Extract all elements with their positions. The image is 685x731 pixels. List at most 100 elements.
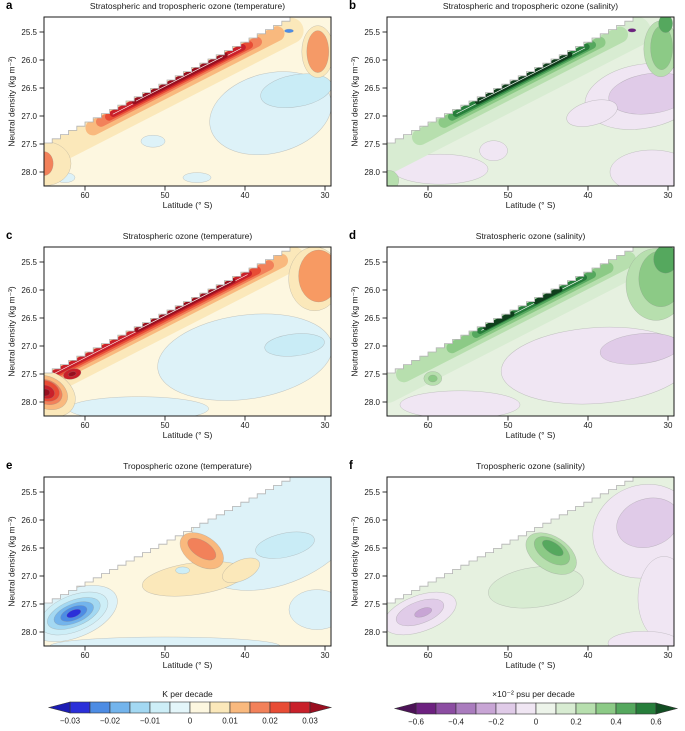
x-axis-label: Latitude (° S) [505,200,556,210]
svg-text:25.5: 25.5 [21,488,37,497]
svg-text:26.5: 26.5 [21,314,37,323]
x-axis-label: Latitude (° S) [162,430,213,440]
svg-text:0.01: 0.01 [222,717,238,726]
svg-text:27.0: 27.0 [21,342,37,351]
panel-e: e Tropospheric ozone (temperature) Neutr… [0,460,342,690]
svg-text:26.0: 26.0 [21,56,37,65]
svg-text:28.0: 28.0 [21,628,37,637]
svg-text:28.0: 28.0 [364,398,380,407]
contour-plot-a: 60 50 40 30 25.5 26.0 26.5 27.0 27.5 28.0 [21,16,332,200]
panel-title-e: Tropospheric ozone (temperature) [123,461,252,471]
svg-text:60: 60 [424,651,433,660]
svg-text:26.0: 26.0 [364,56,380,65]
y-axis-label: Neutral density (kg m⁻³) [6,56,17,147]
svg-text:40: 40 [584,421,593,430]
svg-text:50: 50 [161,421,170,430]
svg-text:27.0: 27.0 [21,572,37,581]
svg-text:30: 30 [664,651,673,660]
svg-text:25.5: 25.5 [21,258,37,267]
svg-text:40: 40 [584,191,593,200]
panel-title-c: Stratospheric ozone (temperature) [122,231,253,241]
svg-text:26.5: 26.5 [21,544,37,553]
svg-text:−0.01: −0.01 [140,717,161,726]
svg-text:28.0: 28.0 [364,168,380,177]
svg-text:50: 50 [161,191,170,200]
svg-text:28.0: 28.0 [21,398,37,407]
svg-text:0.2: 0.2 [570,718,582,727]
svg-text:27.5: 27.5 [364,140,380,149]
contour-plot-d: 60 50 40 30 25.5 26.0 26.5 27.0 27.5 28.0 [364,246,675,430]
svg-text:40: 40 [241,421,250,430]
panel-title-f: Tropospheric ozone (salinity) [476,461,585,471]
svg-text:0.6: 0.6 [650,718,662,727]
colorbar-temperature-title: K per decade [162,689,213,699]
svg-text:60: 60 [81,421,90,430]
svg-text:27.5: 27.5 [21,600,37,609]
svg-text:30: 30 [321,651,330,660]
contour-plot-b: 60 50 40 30 25.5 26.0 26.5 27.0 27.5 28.0 [364,16,675,200]
svg-text:28.0: 28.0 [21,168,37,177]
svg-text:27.5: 27.5 [364,600,380,609]
panel-b: b Stratospheric and tropospheric ozone (… [343,0,685,230]
svg-text:−0.02: −0.02 [100,717,121,726]
svg-text:26.0: 26.0 [21,286,37,295]
svg-text:0.4: 0.4 [610,718,622,727]
contour-plot-c: 60 50 40 30 25.5 26.0 26.5 27.0 27.5 28.0 [21,246,332,430]
svg-text:26.5: 26.5 [364,84,380,93]
svg-text:0: 0 [188,717,193,726]
panel-title-d: Stratospheric ozone (salinity) [475,231,586,241]
colorbar-temperature: K per decade −0.03 −0.02 −0.01 0 0.01 0.02 0.0… [44,689,333,728]
svg-text:27.5: 27.5 [21,370,37,379]
y-axis-label: Neutral density (kg m⁻³) [349,516,360,607]
svg-text:25.5: 25.5 [364,28,380,37]
svg-text:26.0: 26.0 [21,516,37,525]
x-axis-label: Latitude (° S) [162,660,213,670]
svg-text:27.0: 27.0 [364,112,380,121]
panel-title-b: Stratospheric and tropospheric ozone (sa… [442,1,619,11]
svg-text:26.0: 26.0 [364,516,380,525]
svg-text:40: 40 [241,651,250,660]
svg-text:0.02: 0.02 [262,717,278,726]
svg-text:25.5: 25.5 [21,28,37,37]
colorbar-temperature-scale: −0.03 −0.02 −0.01 0 0.01 0.02 0.03 [47,701,333,726]
panel-a: a Stratospheric and tropospheric ozone (… [0,0,342,230]
svg-text:60: 60 [424,191,433,200]
y-axis-label: Neutral density (kg m⁻³) [349,56,360,147]
svg-text:27.0: 27.0 [364,572,380,581]
svg-text:27.0: 27.0 [364,342,380,351]
panel-f: f Tropospheric ozone (salinity) Neutral … [343,460,685,690]
panel-letter-d: d [349,230,357,242]
panel-title-a: Stratospheric and tropospheric ozone (te… [89,1,286,11]
svg-text:30: 30 [321,421,330,430]
x-axis-label: Latitude (° S) [505,660,556,670]
x-axis-label: Latitude (° S) [162,200,213,210]
svg-text:0.03: 0.03 [302,717,318,726]
y-axis-label: Neutral density (kg m⁻³) [349,286,360,377]
svg-text:40: 40 [241,191,250,200]
panel-letter-b: b [349,0,357,12]
svg-text:−0.6: −0.6 [408,718,424,727]
svg-text:50: 50 [504,651,513,660]
svg-text:30: 30 [664,191,673,200]
svg-text:40: 40 [584,651,593,660]
svg-text:50: 50 [161,651,170,660]
panel-d: d Stratospheric ozone (salinity) Neutral… [343,230,685,460]
colorbar-salinity-scale: −0.6 −0.4 −0.2 0 0.2 0.4 0.6 [393,702,679,727]
svg-text:60: 60 [81,191,90,200]
panel-letter-c: c [6,230,13,242]
x-axis-label: Latitude (° S) [505,430,556,440]
svg-text:26.0: 26.0 [364,286,380,295]
y-axis-label: Neutral density (kg m⁻³) [6,286,17,377]
panel-letter-e: e [6,460,13,472]
svg-text:28.0: 28.0 [364,628,380,637]
svg-text:50: 50 [504,421,513,430]
svg-text:60: 60 [81,651,90,660]
svg-text:60: 60 [424,421,433,430]
svg-text:−0.03: −0.03 [60,717,81,726]
colorbar-salinity: ×10⁻² psu per decade −0.6 −0.4 −0.2 0 0.2 0.4… [390,689,679,729]
svg-text:−0.2: −0.2 [488,718,504,727]
panel-c: c Stratospheric ozone (temperature) Neut… [0,230,342,460]
svg-text:27.5: 27.5 [364,370,380,379]
contour-plot-e: 60 50 40 30 25.5 26.0 26.5 27.0 27.5 28.0 [21,476,332,660]
